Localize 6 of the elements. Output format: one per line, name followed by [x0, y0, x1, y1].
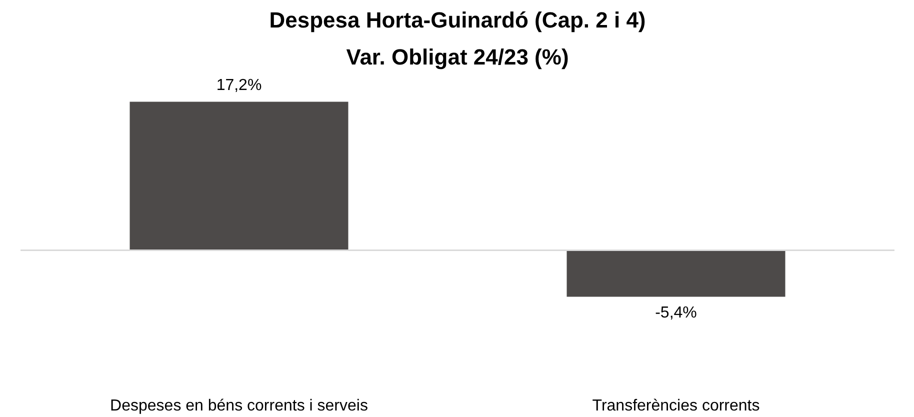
- chart-subtitle: Var. Obligat 24/23 (%): [346, 44, 569, 70]
- x-tick-label: Transferències corrents: [592, 398, 760, 414]
- chart-title: Despesa Horta-Guinardó (Cap. 2 i 4): [269, 8, 646, 32]
- data-label: -5,4%: [655, 304, 697, 322]
- data-label: 17,2%: [216, 77, 262, 94]
- x-tick-label: Despeses en béns corrents i serveis: [110, 398, 368, 414]
